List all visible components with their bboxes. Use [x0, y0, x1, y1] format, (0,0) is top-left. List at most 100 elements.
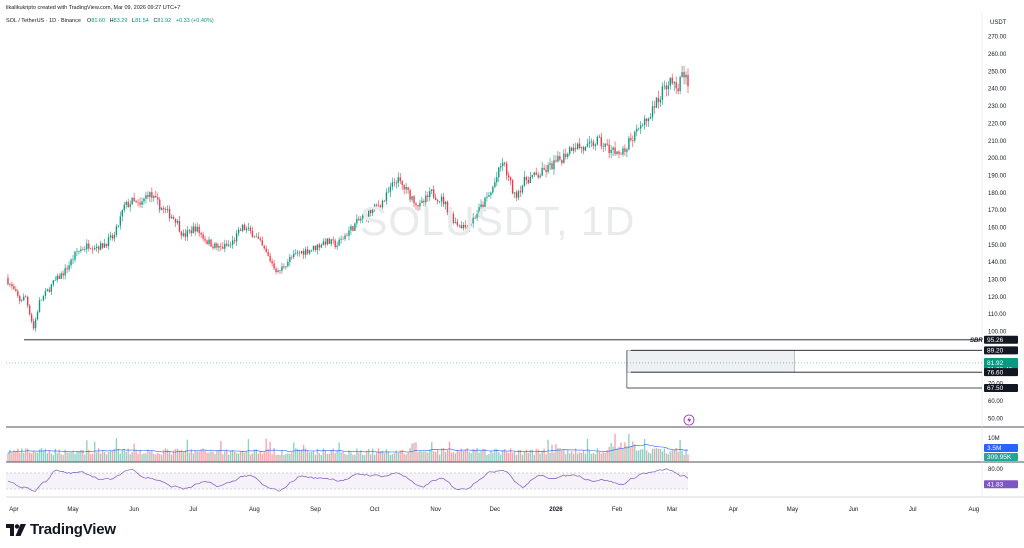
candle: [212, 243, 214, 250]
volume-bar: [289, 453, 291, 462]
price-tick-label: 240.00: [988, 87, 1007, 93]
candle: [42, 295, 45, 302]
volume-bar: [541, 450, 543, 462]
candle-body: [405, 186, 407, 190]
candle: [66, 265, 68, 274]
volume-bar: [362, 454, 364, 462]
candle: [600, 132, 602, 150]
candle-body: [224, 243, 226, 249]
candle-body: [571, 147, 573, 151]
high-label: H: [109, 18, 114, 24]
candle: [626, 147, 628, 158]
volume-bar: [448, 441, 451, 462]
candle: [9, 282, 11, 288]
time-tick-label: Apr: [9, 507, 18, 513]
candle: [419, 199, 421, 211]
price-level-tag-text: 76.60: [987, 369, 1004, 376]
candle-body: [44, 291, 47, 296]
candle: [62, 270, 64, 280]
volume-bar: [281, 450, 283, 462]
volume-bar: [170, 454, 173, 462]
candle-body: [285, 266, 287, 268]
candle-body: [665, 85, 668, 90]
volume-bar: [360, 450, 362, 462]
candle: [415, 202, 417, 210]
volume-bar: [259, 451, 261, 462]
volume-bar: [616, 448, 618, 462]
candle: [628, 135, 630, 151]
candle-body: [454, 221, 457, 223]
candle-body: [263, 245, 265, 249]
volume-bar: [488, 454, 490, 462]
candle-body: [367, 209, 370, 219]
candle-body: [166, 208, 169, 210]
time-tick-label: Sep: [310, 507, 321, 513]
candle: [306, 245, 309, 256]
volume-bar: [683, 454, 685, 462]
candle: [655, 96, 658, 109]
open-label: O: [87, 18, 92, 24]
volume-bar: [103, 452, 106, 462]
volume-bar: [255, 449, 258, 462]
volume-bar: [141, 454, 143, 462]
candle: [462, 222, 464, 231]
volume-bar: [212, 451, 214, 462]
candle: [70, 258, 72, 269]
candle: [338, 237, 340, 246]
volume-bar: [612, 446, 614, 462]
volume-bar: [239, 451, 242, 462]
candle: [513, 192, 516, 199]
candle: [21, 298, 23, 303]
volume-bar: [346, 454, 348, 462]
volume-bar: [230, 450, 232, 462]
candle-body: [115, 226, 118, 235]
volume-bar: [76, 451, 78, 462]
candle: [446, 200, 449, 216]
volume-bar: [537, 449, 539, 462]
volume-bar: [188, 452, 191, 462]
volume-bar: [446, 449, 449, 462]
volume-bar: [295, 448, 297, 462]
candle: [555, 155, 557, 163]
candle-body: [547, 164, 549, 172]
candle: [569, 145, 571, 156]
change-value: +0.33 (+0.40%): [175, 18, 214, 24]
candle: [273, 259, 275, 270]
candle-body: [129, 204, 131, 207]
candle-body: [533, 172, 535, 175]
volume-bar: [379, 451, 382, 462]
candle: [346, 232, 348, 237]
tradingview-logo[interactable]: TradingView: [6, 521, 116, 538]
candle-body: [413, 196, 415, 204]
time-tick-label: Feb: [612, 507, 623, 513]
candle: [336, 241, 338, 251]
volume-bar: [452, 452, 455, 462]
candle-body: [249, 227, 252, 231]
candle: [653, 101, 656, 114]
candle: [192, 222, 194, 234]
candle: [300, 250, 303, 255]
candle: [84, 246, 86, 252]
candle-body: [519, 191, 522, 193]
volume-bar: [454, 453, 457, 462]
candle-body: [663, 85, 666, 87]
volume-bar: [68, 452, 70, 462]
candle: [440, 193, 443, 207]
lightning-icon[interactable]: [683, 414, 695, 426]
candle-body: [366, 214, 368, 219]
candle-body: [456, 221, 459, 226]
candle-body: [54, 280, 56, 281]
volume-bar: [273, 448, 275, 462]
volume-bar: [586, 438, 589, 462]
candle-body: [103, 243, 106, 248]
candle-body: [56, 275, 58, 281]
candle-body: [251, 230, 254, 238]
volume-bar: [602, 451, 604, 462]
candle-body: [395, 182, 397, 184]
volume-bar: [657, 448, 660, 462]
candle: [121, 209, 123, 222]
candle: [44, 287, 47, 300]
candle-body: [178, 220, 181, 232]
volume-bar: [269, 441, 271, 462]
